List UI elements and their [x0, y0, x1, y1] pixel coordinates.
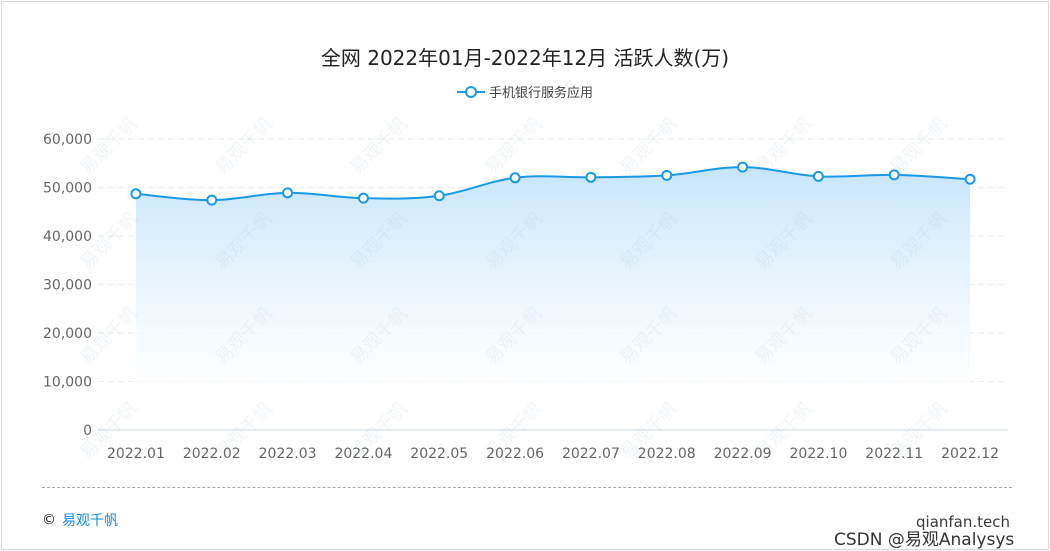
legend-line-marker-icon [456, 85, 485, 98]
data-point [206, 194, 218, 206]
data-point [357, 192, 369, 204]
domain-text: qianfan.tech [916, 513, 1010, 531]
copyright-symbol: © [42, 512, 56, 528]
y-tick-label: 60,000 [43, 132, 92, 148]
x-tick-label: 2022.04 [334, 446, 392, 462]
data-point [964, 173, 976, 185]
credit-watermark: CSDN @易观Analysys [834, 530, 1015, 550]
data-point [888, 169, 900, 181]
x-tick-label: 2022.12 [941, 446, 999, 462]
data-point [282, 187, 294, 199]
chart-title: 全网 2022年01月-2022年12月 活跃人数(万) [320, 46, 730, 70]
y-tick-label: 40,000 [43, 229, 92, 245]
y-tick-label: 20,000 [43, 326, 92, 342]
x-tick-label: 2022.10 [789, 446, 847, 462]
x-tick-label: 2022.11 [865, 446, 923, 462]
data-point [509, 172, 521, 184]
x-tick-label: 2022.02 [183, 446, 241, 462]
footer-divider [42, 487, 1012, 488]
data-point [130, 188, 142, 200]
series-area [135, 167, 971, 392]
brand-link[interactable]: 易观千帆 [62, 513, 118, 529]
line-chart: 0 10,000 20,000 30,000 40,000 50,000 60,000 20… [43, 132, 1008, 462]
data-point [737, 161, 749, 173]
y-tick-label: 0 [83, 423, 92, 439]
x-tick-label: 2022.03 [259, 446, 317, 462]
data-point [585, 171, 597, 183]
series-line [135, 166, 971, 202]
y-tick-label: 30,000 [43, 278, 92, 294]
x-tick-label: 2022.08 [638, 446, 696, 462]
x-tick-label: 2022.07 [562, 446, 620, 462]
chart-legend[interactable]: 手机银行服务应用 [2, 82, 1048, 101]
data-point [433, 190, 445, 202]
x-tick-label: 2022.05 [410, 446, 468, 462]
y-tick-label: 50,000 [43, 181, 92, 197]
copyright: © 易观千帆 [42, 510, 118, 530]
x-tick-label: 2022.09 [714, 446, 772, 462]
x-tick-label: 2022.06 [486, 446, 544, 462]
y-tick-label: 10,000 [43, 375, 92, 391]
x-tick-label: 2022.01 [107, 446, 165, 462]
legend-series-label: 手机银行服务应用 [488, 86, 593, 101]
data-point [812, 170, 824, 182]
data-point [661, 169, 673, 181]
